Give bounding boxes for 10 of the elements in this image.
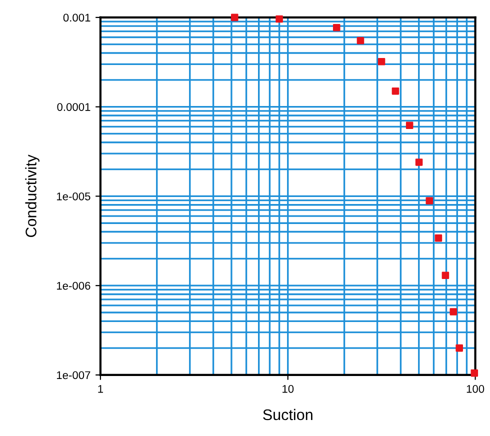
- y-tick-label: 1e-005: [56, 192, 90, 200]
- x-axis-title: Suction: [263, 408, 312, 420]
- y-axis-title: Conductivity: [25, 154, 40, 238]
- y-tick-label: 0.0001: [57, 103, 90, 111]
- x-tick-label: 1: [98, 385, 103, 393]
- y-tick-label: 1e-006: [56, 282, 90, 290]
- x-tick-label: 10: [282, 384, 294, 393]
- x-tick-label: 100: [466, 384, 484, 393]
- y-tick-label: 0.001: [63, 14, 90, 22]
- y-tick-label: 1e-007: [56, 371, 90, 380]
